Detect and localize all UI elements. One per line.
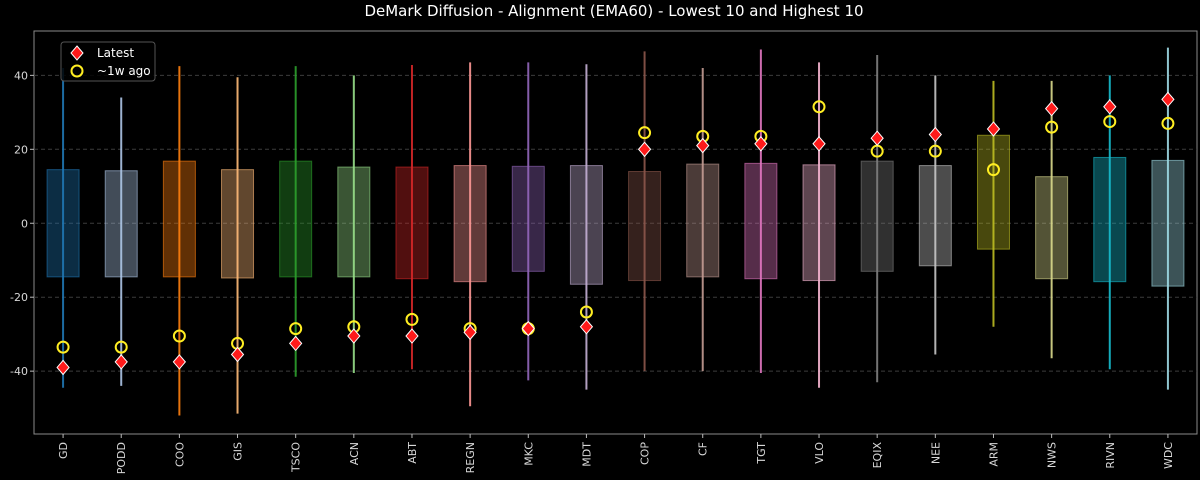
iqr-box-tsco xyxy=(279,160,313,278)
x-tick-label-regn: REGN xyxy=(464,442,477,473)
x-tick-label-vlo: VLO xyxy=(813,442,826,464)
grid-lines xyxy=(34,74,1197,372)
x-tick-label-tsco: TSCO xyxy=(290,442,303,473)
prior-marker-podd xyxy=(114,340,128,354)
latest-marker-vlo xyxy=(812,135,826,152)
iqr-box-rivn xyxy=(1093,156,1127,283)
latest-marker-podd xyxy=(114,354,128,370)
latest-marker-rivn xyxy=(1103,99,1117,115)
x-tick-label-podd: PODD xyxy=(115,442,128,474)
iqr-boxes xyxy=(46,134,1185,287)
prior-marker-wdc xyxy=(1161,116,1175,130)
iqr-box-cf xyxy=(686,163,720,278)
iqr-box-podd xyxy=(104,170,138,278)
x-tick-label-eqix: EQIX xyxy=(871,442,884,469)
latest-marker-mkc xyxy=(521,320,535,337)
latest-marker-nws xyxy=(1044,100,1059,117)
x-tick-label-nee: NEE xyxy=(929,442,942,464)
y-tick-label: 20 xyxy=(14,143,28,156)
iqr-box-tgt xyxy=(744,162,778,280)
iqr-box-nws xyxy=(1035,176,1069,280)
latest-marker-tgt xyxy=(754,135,768,152)
iqr-box-gd xyxy=(46,169,80,278)
iqr-box-arm xyxy=(976,134,1010,250)
latest-marker-mdt xyxy=(579,319,594,335)
iqr-box-gis xyxy=(221,169,255,279)
latest-marker-regn xyxy=(463,324,477,341)
latest-marker-abt xyxy=(405,328,419,344)
latest-marker-cf xyxy=(696,137,710,154)
x-tick-label-tgt: TGT xyxy=(755,442,768,465)
prior-marker-cop xyxy=(638,126,652,140)
x-tick-label-mkc: MKC xyxy=(522,442,535,466)
legend-prior-marker-icon xyxy=(70,64,84,78)
x-axis-ticks: GD PODD COO GIS TSCO ACN ABT REGN MKC MDT COP CF TGT… xyxy=(57,434,1175,474)
latest-marker-tsco xyxy=(289,335,303,352)
legend-latest-label: Latest xyxy=(97,46,134,60)
legend-frame xyxy=(60,41,156,82)
y-tick-label: -20 xyxy=(10,291,28,304)
x-tick-label-rivn: RIVN xyxy=(1104,442,1117,469)
prior-marker-abt xyxy=(405,312,419,326)
iqr-box-vlo xyxy=(802,164,836,282)
prior-marker-arm xyxy=(986,163,1000,177)
y-tick-label: 0 xyxy=(21,217,28,230)
x-tick-label-abt: ABT xyxy=(406,442,419,464)
prior-marker-rivn xyxy=(1103,115,1117,129)
iqr-box-mkc xyxy=(511,165,545,272)
prior-marker-nws xyxy=(1045,120,1059,134)
iqr-box-regn xyxy=(453,165,487,283)
latest-marker-gis xyxy=(230,346,245,363)
prior-marker-gd xyxy=(56,340,70,354)
x-tick-label-gis: GIS xyxy=(232,442,245,461)
latest-marker-arm xyxy=(986,121,1001,137)
iqr-box-nee xyxy=(918,165,952,267)
latest-marker-cop xyxy=(637,141,652,158)
x-tick-label-cop: COP xyxy=(639,442,652,465)
iqr-box-coo xyxy=(162,160,196,278)
iqr-box-acn xyxy=(337,166,371,278)
y-axis-ticks: -40 -20 0 20 40 xyxy=(10,69,34,378)
x-tick-label-nws: NWS xyxy=(1046,442,1059,468)
iqr-box-wdc xyxy=(1151,159,1185,287)
legend: Latest ~1w ago xyxy=(60,41,156,82)
iqr-box-eqix xyxy=(860,160,894,272)
latest-marker-acn xyxy=(347,328,361,344)
y-tick-label: 40 xyxy=(14,69,28,82)
x-tick-label-gd: GD xyxy=(57,442,70,459)
x-tick-label-wdc: WDC xyxy=(1162,442,1175,469)
chart-title: DeMark Diffusion - Alignment (EMA60) - L… xyxy=(364,2,863,20)
x-tick-label-cf: CF xyxy=(697,442,710,456)
legend-latest-marker-icon xyxy=(70,45,84,61)
prior-marker-mdt xyxy=(579,305,593,319)
x-tick-label-arm: ARM xyxy=(987,442,1000,467)
latest-marker-eqix xyxy=(870,130,884,146)
latest-marker-wdc xyxy=(1161,91,1175,108)
x-tick-label-acn: ACN xyxy=(348,442,361,465)
iqr-box-abt xyxy=(395,166,429,280)
prior-marker-vlo xyxy=(812,100,826,114)
prior-marker-nee xyxy=(928,144,942,158)
iqr-box-cop xyxy=(628,170,662,282)
y-tick-label: -40 xyxy=(10,365,28,378)
latest-marker-gd xyxy=(56,359,70,376)
latest-marker-coo xyxy=(172,354,187,370)
latest-marker-nee xyxy=(928,126,942,143)
legend-prior-label: ~1w ago xyxy=(97,64,151,78)
x-tick-label-coo: COO xyxy=(173,442,186,467)
prior-marker-coo xyxy=(172,329,186,343)
markers xyxy=(56,91,1175,376)
iqr-box-mdt xyxy=(569,165,603,285)
plot-frame xyxy=(33,30,1198,435)
prior-marker-tsco xyxy=(289,322,303,336)
x-tick-label-mdt: MDT xyxy=(580,442,593,467)
